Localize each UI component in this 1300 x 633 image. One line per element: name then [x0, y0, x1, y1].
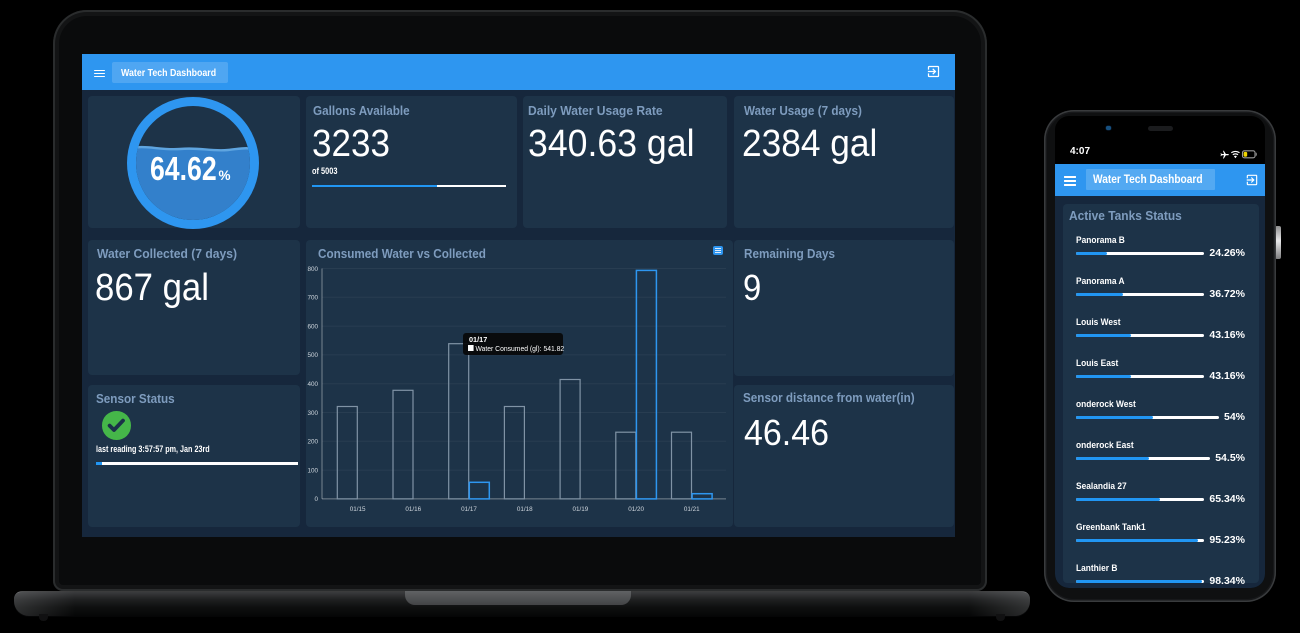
- svg-text:01/21: 01/21: [684, 506, 700, 513]
- svg-text:01/17: 01/17: [461, 506, 477, 513]
- svg-text:700: 700: [307, 295, 318, 302]
- svg-text:01/18: 01/18: [517, 506, 533, 513]
- svg-text:300: 300: [307, 410, 318, 417]
- svg-text:01/19: 01/19: [573, 506, 589, 513]
- svg-text:100: 100: [307, 467, 318, 474]
- svg-text:01/15: 01/15: [350, 506, 366, 513]
- svg-text:400: 400: [307, 381, 318, 388]
- svg-text:800: 800: [307, 266, 318, 273]
- svg-text:600: 600: [307, 323, 318, 330]
- svg-text:0: 0: [314, 496, 318, 503]
- svg-text:01/16: 01/16: [405, 506, 421, 513]
- svg-text:01/20: 01/20: [628, 506, 644, 513]
- svg-text:200: 200: [307, 439, 318, 446]
- svg-text:500: 500: [307, 352, 318, 359]
